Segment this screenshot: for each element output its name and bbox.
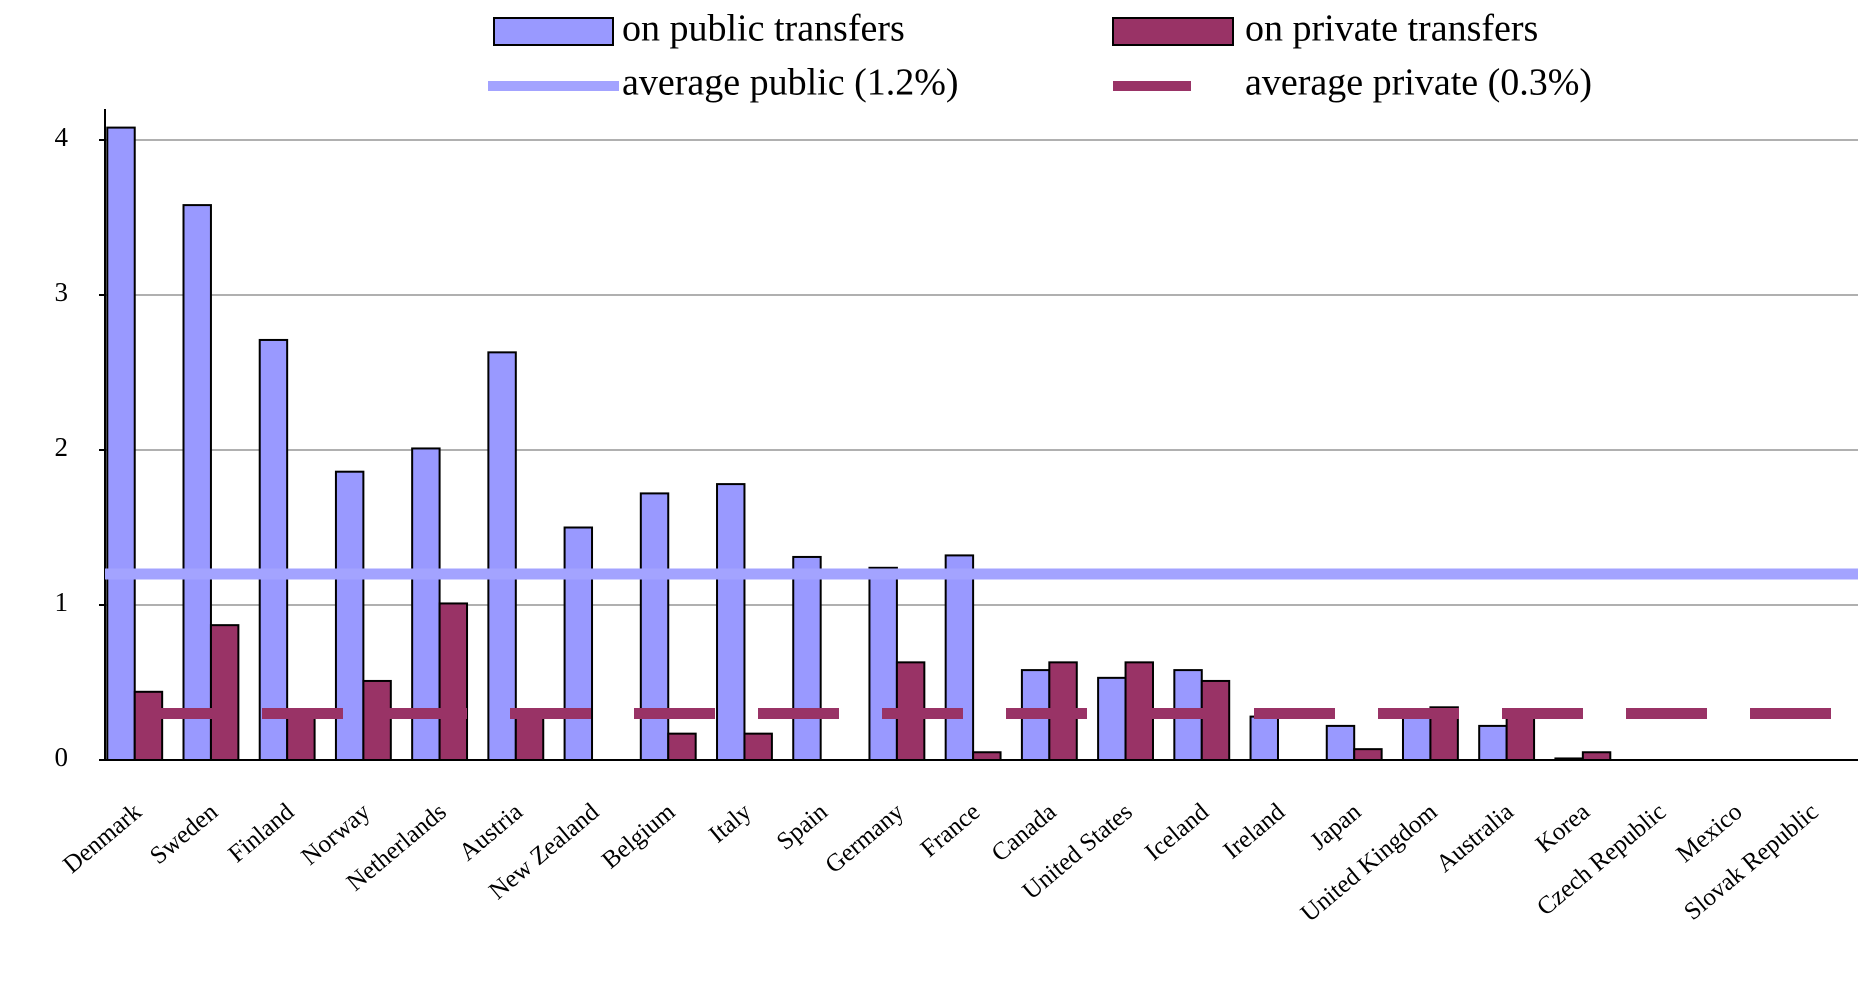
bar	[667, 732, 697, 762]
x-tick-label: Spain	[772, 798, 833, 856]
bar	[1325, 724, 1356, 762]
x-tick-label: Italy	[704, 798, 757, 848]
x-tick-label: Czech Republic	[1532, 798, 1671, 921]
x-tick-label: Germany	[820, 798, 909, 879]
bar	[1353, 748, 1383, 762]
x-tick-label: Denmark	[58, 798, 147, 879]
y-tick-label: 4	[55, 122, 69, 152]
legend-label: on public transfers	[622, 8, 905, 50]
legend: on public transfers on private transfers…	[488, 8, 1592, 104]
x-tick-label: Finland	[223, 798, 299, 868]
bar	[743, 732, 773, 762]
bar	[1249, 715, 1279, 761]
bar	[362, 679, 392, 762]
legend-label: average public (1.2%)	[622, 62, 959, 104]
legend-swatch-private	[1112, 17, 1234, 46]
bar	[1401, 715, 1432, 761]
x-tick-label: Ireland	[1219, 798, 1291, 865]
x-tick-label: Australia	[1431, 798, 1519, 878]
bar	[1200, 679, 1231, 762]
bar	[1581, 751, 1612, 761]
legend-label: average private (0.3%)	[1245, 62, 1592, 104]
bar	[487, 351, 517, 761]
x-tick-label: United Kingdom	[1296, 798, 1443, 928]
bar	[792, 555, 822, 762]
x-tick-label: Sweden	[145, 798, 223, 870]
bar	[133, 690, 164, 761]
y-tick-label: 2	[55, 432, 69, 462]
bar	[514, 715, 545, 761]
legend-label: on private transfers	[1245, 8, 1538, 50]
y-tick-label: 1	[55, 587, 69, 617]
legend-swatch-public	[493, 17, 614, 46]
bar	[639, 492, 670, 761]
bar	[438, 602, 469, 762]
bar	[182, 204, 212, 762]
bar	[286, 715, 316, 761]
y-tick-label: 3	[55, 277, 69, 307]
bar	[1478, 724, 1508, 762]
bar	[1097, 676, 1127, 761]
bar	[209, 624, 240, 762]
bar	[716, 483, 746, 761]
x-tick-label: Japan	[1305, 798, 1366, 856]
y-tick-label: 0	[55, 742, 69, 772]
x-tick-label: Slovak Republic	[1679, 798, 1823, 925]
x-tick-label: France	[916, 798, 985, 862]
x-tick-label: Belgium	[597, 798, 681, 874]
bar	[1505, 715, 1536, 761]
x-tick-label: Iceland	[1140, 798, 1214, 866]
bar	[258, 338, 289, 761]
bar	[563, 526, 594, 761]
bar	[972, 751, 1002, 761]
x-tick-label: Korea	[1531, 798, 1595, 858]
bar	[944, 554, 975, 762]
bar	[868, 566, 898, 761]
bar	[106, 126, 136, 762]
